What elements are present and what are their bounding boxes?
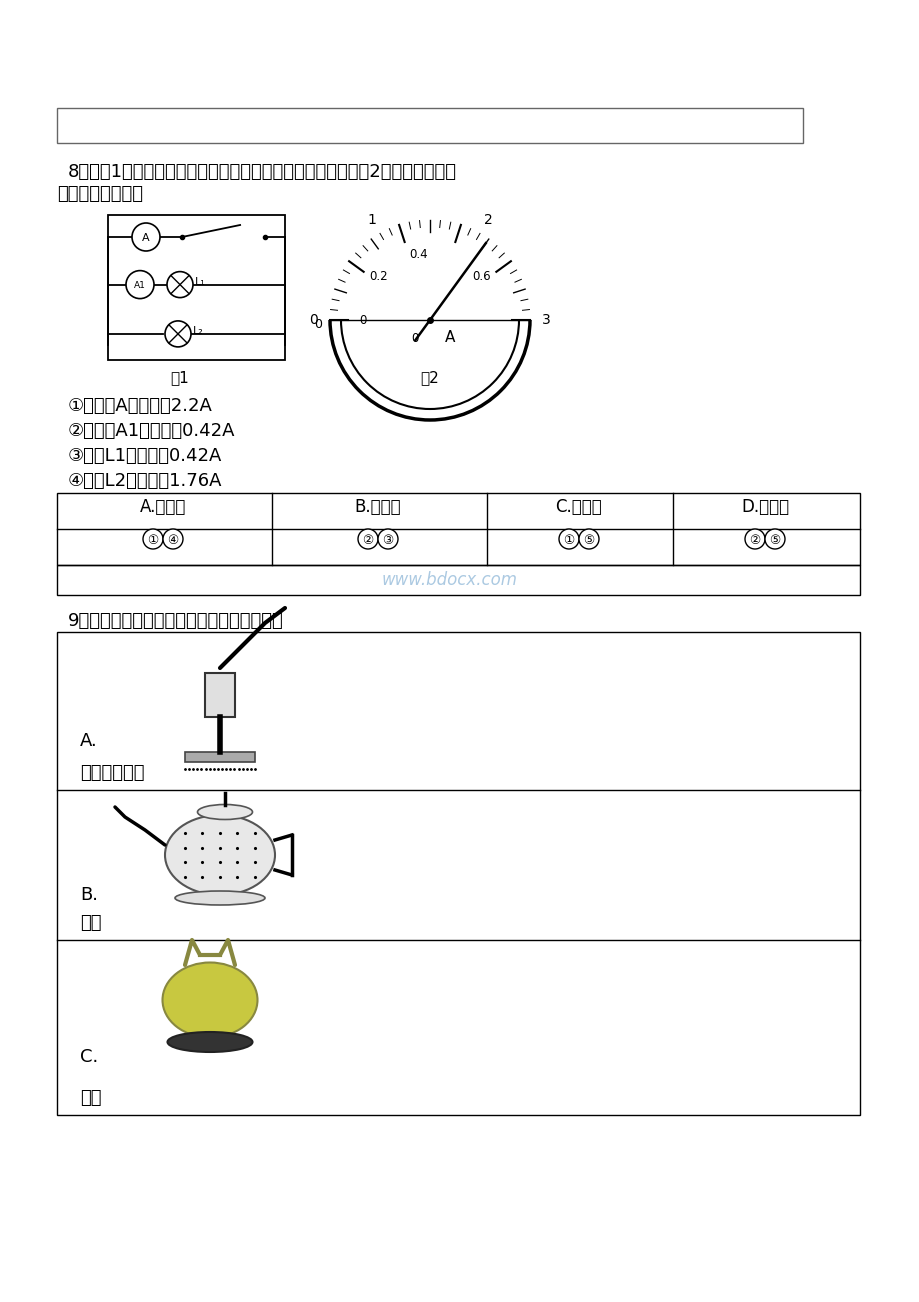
Text: 0: 0 [411, 332, 418, 345]
Text: 9．下图所示的实例中，属于连通器应用的是: 9．下图所示的实例中，属于连通器应用的是 [68, 612, 283, 630]
Text: ②: ② [362, 534, 373, 547]
Text: 8．如图1所示电路，开关闭合后，两个电流表指针偏转均为图2所示，则下列说: 8．如图1所示电路，开关闭合后，两个电流表指针偏转均为图2所示，则下列说 [68, 163, 457, 181]
Text: ②: ② [749, 534, 760, 547]
Text: 茶壶: 茶壶 [80, 914, 101, 932]
Text: 0: 0 [310, 312, 318, 327]
Text: ⑤: ⑤ [768, 534, 780, 547]
Text: ①电流表A的读数是2.2A: ①电流表A的读数是2.2A [68, 397, 212, 415]
Bar [57, 631, 859, 1115]
Ellipse shape [165, 815, 275, 894]
Text: A.: A. [80, 732, 97, 750]
Bar [198, 992, 221, 1018]
Circle shape [142, 529, 163, 549]
Ellipse shape [163, 962, 257, 1038]
Circle shape [578, 529, 598, 549]
Bar [108, 215, 285, 359]
Text: 法正确的是（　）: 法正确的是（ ） [57, 185, 142, 203]
Bar [57, 108, 802, 143]
Circle shape [765, 529, 784, 549]
Text: ②电流表A1的读数是0.42A: ②电流表A1的读数是0.42A [68, 422, 235, 440]
Text: A.　只有: A. 只有 [140, 497, 186, 516]
Ellipse shape [175, 891, 265, 905]
Text: ①: ① [562, 534, 574, 547]
Text: ⑤: ⑤ [583, 534, 594, 547]
Text: L₂: L₂ [193, 326, 203, 336]
Circle shape [167, 272, 193, 298]
Text: 0: 0 [359, 314, 367, 327]
Text: L₁: L₁ [195, 276, 206, 286]
Text: C.: C. [80, 1048, 98, 1066]
Bar [205, 673, 234, 717]
Text: 1: 1 [368, 212, 376, 227]
Bar [57, 493, 859, 565]
Text: C.　只有: C. 只有 [555, 497, 602, 516]
Text: B.: B. [80, 885, 98, 904]
Circle shape [378, 529, 398, 549]
Circle shape [163, 529, 183, 549]
Bar [185, 753, 255, 762]
Text: A: A [444, 331, 455, 345]
Text: A1: A1 [134, 281, 146, 290]
Text: 图2: 图2 [420, 370, 439, 385]
Text: A: A [142, 233, 150, 243]
Circle shape [165, 320, 191, 346]
Circle shape [126, 271, 153, 298]
Text: ④: ④ [167, 534, 178, 547]
Text: ③通过L1的电流是0.42A: ③通过L1的电流是0.42A [68, 447, 222, 465]
Circle shape [357, 529, 378, 549]
Text: 2: 2 [483, 212, 492, 227]
Circle shape [559, 529, 578, 549]
Ellipse shape [198, 805, 252, 819]
Text: B.　只有: B. 只有 [355, 497, 401, 516]
Bar [57, 565, 859, 595]
Text: D.　只有: D. 只有 [740, 497, 789, 516]
Text: www.bdocx.com: www.bdocx.com [381, 572, 517, 589]
Text: 0.4: 0.4 [409, 247, 427, 260]
Text: 3: 3 [541, 312, 550, 327]
Text: 0.2: 0.2 [369, 271, 388, 284]
Text: 0.6: 0.6 [471, 271, 490, 284]
Circle shape [744, 529, 765, 549]
Text: 0: 0 [313, 319, 322, 332]
Text: 活塞式抚水机: 活塞式抚水机 [80, 764, 144, 783]
Text: ①: ① [147, 534, 158, 547]
Text: 图1: 图1 [170, 370, 189, 385]
Ellipse shape [167, 1032, 252, 1052]
Text: ④通过L2的电流是1.76A: ④通过L2的电流是1.76A [68, 473, 222, 490]
Circle shape [131, 223, 160, 251]
Text: ③: ③ [382, 534, 393, 547]
Text: 吸盘: 吸盘 [80, 1088, 101, 1107]
